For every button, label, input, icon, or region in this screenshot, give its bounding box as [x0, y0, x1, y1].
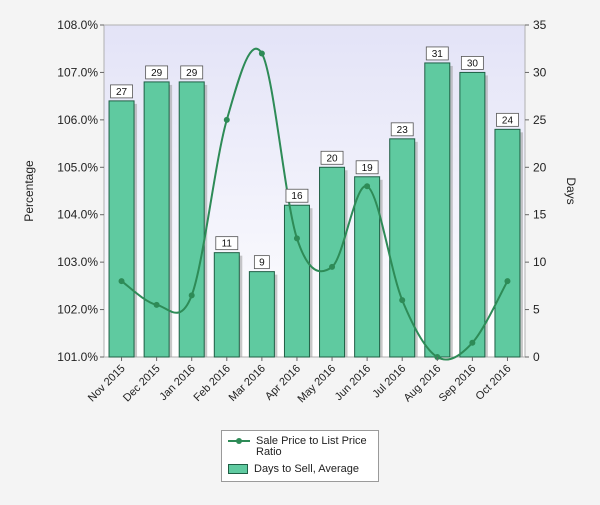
y-tick-label: 103.0%	[57, 255, 98, 269]
data-label: 30	[467, 58, 479, 69]
y2-tick-label: 30	[533, 65, 547, 79]
data-label-box	[425, 46, 449, 61]
line-point	[399, 297, 406, 304]
data-label: 20	[326, 153, 338, 164]
bar	[143, 81, 170, 358]
x-tick-label: Aug 2016	[402, 363, 444, 405]
plot-area	[103, 24, 526, 358]
line-point	[223, 116, 230, 123]
x-tick-label: Feb 2016	[192, 363, 233, 404]
y2-tick-label: 5	[533, 303, 540, 317]
data-label: 24	[502, 115, 514, 126]
legend-item-line: Sale Price to List Price Ratio	[228, 436, 374, 458]
data-label-box	[285, 188, 309, 203]
data-label: 29	[151, 68, 163, 79]
legend: Sale Price to List Price Ratio Days to S…	[221, 430, 379, 482]
y-tick-label: 105.0%	[57, 160, 98, 174]
bar	[108, 100, 135, 358]
data-label: 27	[116, 87, 128, 98]
data-label: 23	[397, 125, 409, 136]
bar	[248, 271, 275, 358]
bars-layer	[108, 62, 523, 358]
y-tick-label: 106.0%	[57, 113, 98, 127]
data-label-box	[390, 122, 414, 137]
x-tick-label: Dec 2015	[121, 363, 163, 405]
line-point	[258, 50, 265, 57]
data-label: 11	[222, 239, 233, 250]
line-point	[364, 183, 371, 190]
bar	[178, 81, 205, 358]
y-tick-label: 104.0%	[57, 208, 98, 222]
y2-tick-label: 25	[533, 113, 547, 127]
data-label-box	[145, 65, 169, 80]
bar	[319, 166, 346, 358]
bar	[283, 204, 310, 358]
data-label-box	[460, 56, 484, 70]
y-tick-label: 107.0%	[57, 65, 98, 79]
data-label-box	[496, 112, 519, 127]
x-tick-label: Oct 2016	[474, 363, 514, 403]
y-tick-label: 101.0%	[57, 350, 98, 364]
data-label: 29	[186, 68, 198, 79]
legend-label-line: Sale Price to List Price Ratio	[256, 435, 367, 458]
line-marker-icon	[228, 436, 250, 446]
line-point	[469, 339, 476, 346]
y2-tick-label: 35	[533, 18, 547, 32]
x-tick-label: Sep 2016	[437, 363, 479, 405]
line-point	[504, 278, 511, 285]
legend-item-bar: Days to Sell, Average	[228, 464, 372, 475]
bar	[459, 71, 486, 358]
x-tick-label: Nov 2015	[86, 363, 128, 405]
bar	[389, 138, 416, 358]
bar	[424, 62, 451, 358]
data-label-box	[110, 84, 133, 99]
bar	[494, 128, 521, 358]
y2-tick-label: 20	[533, 160, 547, 174]
bar	[213, 252, 240, 358]
data-label-box	[253, 255, 270, 270]
y2-axis-title: Days	[564, 177, 578, 204]
data-label-box	[355, 160, 379, 175]
data-label: 19	[362, 163, 374, 174]
data-label: 9	[259, 258, 265, 269]
y2-tick-label: 0	[533, 350, 540, 364]
x-tick-label: May 2016	[296, 363, 339, 406]
bar-labels-layer: 27 29 29 11 9 16 20 19 23 31 30 24	[110, 46, 519, 270]
bar	[354, 176, 381, 358]
y-tick-label: 102.0%	[57, 303, 98, 317]
data-label: 16	[291, 191, 303, 202]
line-layer	[118, 47, 511, 361]
legend-label-bar: Days to Sell, Average	[254, 463, 359, 475]
y2-tick-label: 15	[533, 208, 547, 222]
bar-swatch-icon	[228, 464, 248, 474]
y-axis-title: Percentage	[22, 160, 36, 222]
line-point	[118, 278, 125, 285]
data-label-box	[215, 236, 239, 251]
line-point	[329, 263, 336, 270]
x-tick-label: Mar 2016	[227, 363, 268, 404]
line-point	[188, 292, 195, 299]
data-label-box	[180, 65, 204, 80]
line-point	[153, 301, 160, 308]
x-tick-label: Jun 2016	[333, 363, 373, 403]
data-label-box	[320, 150, 344, 165]
data-label: 31	[432, 49, 444, 60]
y-tick-label: 108.0%	[57, 18, 98, 32]
line-point	[293, 235, 300, 242]
y2-tick-label: 10	[533, 255, 547, 269]
